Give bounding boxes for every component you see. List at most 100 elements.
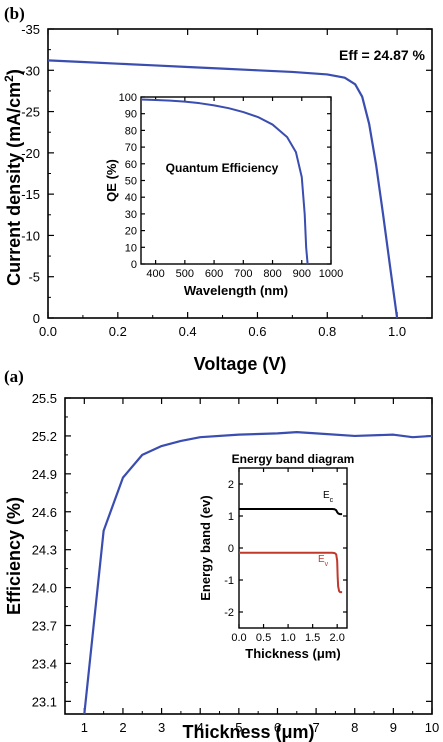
jv-y-tick-label: -30: [21, 63, 40, 78]
jv-y-tick-label: -5: [28, 270, 40, 285]
eff-x-tick-label: 2: [119, 720, 126, 735]
inset-band-label-ev-sub: v: [325, 561, 329, 568]
y-axis-label-main: Current density (mA/cm: [4, 82, 24, 286]
y-axis-label-superscript: 2: [2, 75, 16, 82]
qe-y-tick-label: 10: [125, 242, 137, 254]
qe-y-tick-label: 20: [125, 226, 137, 238]
qe-y-tick-label: 90: [125, 109, 137, 121]
x-axis-label-thickness: Thickness (μm): [182, 722, 314, 742]
qe-y-tick-label: 60: [125, 159, 137, 171]
jv-x-tick-label: 1.0: [388, 324, 406, 339]
efficiency-annotation: Eff = 24.87 %: [339, 47, 426, 63]
panel-label-a: (a): [4, 367, 24, 386]
jv-y-tick-label: 0: [33, 311, 40, 326]
band-plot-frame: [238, 467, 348, 629]
qe-x-tick-label: 400: [146, 268, 164, 280]
inset-band-label-ec: Ec: [323, 490, 334, 504]
jv-y-tick-label: -25: [21, 105, 40, 120]
eff-y-tick-label: 25.2: [32, 429, 57, 444]
eff-x-tick-label: 1: [81, 720, 88, 735]
qe-y-tick-label: 100: [119, 92, 137, 104]
band-y-tick-label: 0: [228, 543, 234, 555]
band-x-tick-label: 2.0: [330, 632, 345, 644]
inset-band-label-ev-main: E: [318, 554, 325, 565]
inset-band-y-axis-label: Energy band (ev): [198, 495, 213, 600]
eff-y-tick-label: 24.3: [32, 543, 57, 558]
band-series-line-1: [239, 551, 343, 594]
qe-x-tick-label: 900: [293, 268, 311, 280]
eff-x-tick-label: 7: [312, 720, 319, 735]
jv-series-line-0: [47, 59, 399, 319]
jv-y-tick-label: -35: [21, 22, 40, 37]
band-x-tick-label: 0.0: [231, 632, 246, 644]
inset-energy-band-diagram: 0.0 0.5 1.0 1.5 2.0 -2 -1 0 1 2 Energy band diagra…: [198, 452, 354, 661]
qe-y-tick-label: 40: [125, 192, 137, 204]
eff-series-line-0: [83, 431, 433, 715]
inset-band-x-axis-label-mu: μ: [317, 646, 325, 661]
qe-y-tick-label: 70: [125, 142, 137, 154]
band-x-tick-label: 1.5: [305, 632, 320, 644]
y-axis-label-end: ): [4, 69, 24, 75]
band-x-tick-label: 1.0: [280, 632, 295, 644]
jv-x-tick-label: 0.2: [109, 324, 127, 339]
eff-x-tick-label: 6: [274, 720, 281, 735]
qe-y-tick-label: 50: [125, 176, 137, 188]
eff-y-tick-label: 24.6: [32, 505, 57, 520]
y-axis-label-current-density: Current density (mA/cm2): [2, 69, 24, 286]
eff-y-tick-label: 23.1: [32, 694, 57, 709]
qe-x-tick-label: 600: [205, 268, 223, 280]
eff-x-tick-label: 4: [197, 720, 204, 735]
qe-x-tick-label: 800: [263, 268, 281, 280]
eff-y-tick-label: 24.9: [32, 467, 57, 482]
qe-y-tick-label: 0: [131, 259, 137, 271]
inset-band-label-ev: Ev: [318, 554, 329, 568]
eff-x-tick-label: 10: [425, 720, 439, 735]
x-axis-label-end: m): [293, 722, 315, 742]
y-axis-label-efficiency: Efficiency (%): [4, 497, 24, 615]
eff-y-tick-label: 25.5: [32, 391, 57, 406]
inset-qe-y-axis-label: QE (%): [104, 159, 119, 202]
qe-x-tick-label: 500: [176, 268, 194, 280]
inset-band-title: Energy band diagram: [232, 452, 355, 466]
inset-band-x-axis-label-end: m): [325, 646, 341, 661]
jv-x-tick-label: 0.6: [248, 324, 266, 339]
band-x-tick-label: 0.5: [256, 632, 271, 644]
inset-band-label-ec-sub: c: [330, 497, 334, 504]
qe-x-tick-label: 1000: [319, 268, 343, 280]
qe-x-tick-label: 700: [234, 268, 252, 280]
inset-band-x-axis-label: Thickness (μm): [245, 646, 340, 661]
panel-a-chart: (a)1 2 3 4 5 6 7 8 9 1023.123.423.724.024.324.624…: [4, 367, 439, 742]
x-axis-label-mu: μ: [282, 722, 293, 742]
eff-y-tick-label: 23.4: [32, 656, 57, 671]
eff-x-tick-label: 8: [351, 720, 358, 735]
jv-x-tick-label: 0.4: [179, 324, 197, 339]
band-series-line-0: [239, 507, 343, 516]
eff-x-tick-label: 9: [390, 720, 397, 735]
x-axis-label-main: Thickness (: [182, 722, 281, 742]
qe-y-tick-label: 30: [125, 209, 137, 221]
x-axis-label-voltage: Voltage (V): [194, 354, 287, 374]
jv-x-tick-label: 0.0: [39, 324, 57, 339]
inset-quantum-efficiency: 400 500 600 700 800 900 1000 0 10 20 30 40 50 60 70 80 9…: [104, 92, 343, 298]
panel-label-b: (b): [4, 4, 25, 23]
qe-series-line-0: [140, 98, 309, 265]
jv-x-tick-label: 0.8: [318, 324, 336, 339]
band-y-tick-label: -2: [224, 607, 234, 619]
eff-y-tick-label: 23.7: [32, 619, 57, 634]
qe-plot-frame: [140, 96, 332, 265]
jv-y-tick-label: -15: [21, 187, 40, 202]
eff-x-tick-label: 3: [158, 720, 165, 735]
inset-band-x-axis-label-main: Thickness (: [245, 646, 317, 661]
eff-x-tick-label: 5: [235, 720, 242, 735]
band-y-tick-label: 2: [228, 479, 234, 491]
inset-qe-x-axis-label: Wavelength (nm): [184, 283, 288, 298]
inset-band-label-ec-main: E: [323, 490, 330, 501]
eff-y-tick-label: 24.0: [32, 581, 57, 596]
band-y-tick-label: 1: [228, 511, 234, 523]
inset-qe-title: Quantum Efficiency: [166, 161, 279, 175]
qe-y-tick-label: 80: [125, 125, 137, 137]
panel-b-chart: (b) 0.0 0.2 0.4 0.6 0.8 1.0 -35 -30 -25 -20 -15 -10 -…: [2, 4, 433, 374]
band-y-tick-label: -1: [224, 575, 234, 587]
jv-y-tick-label: -10: [21, 228, 40, 243]
